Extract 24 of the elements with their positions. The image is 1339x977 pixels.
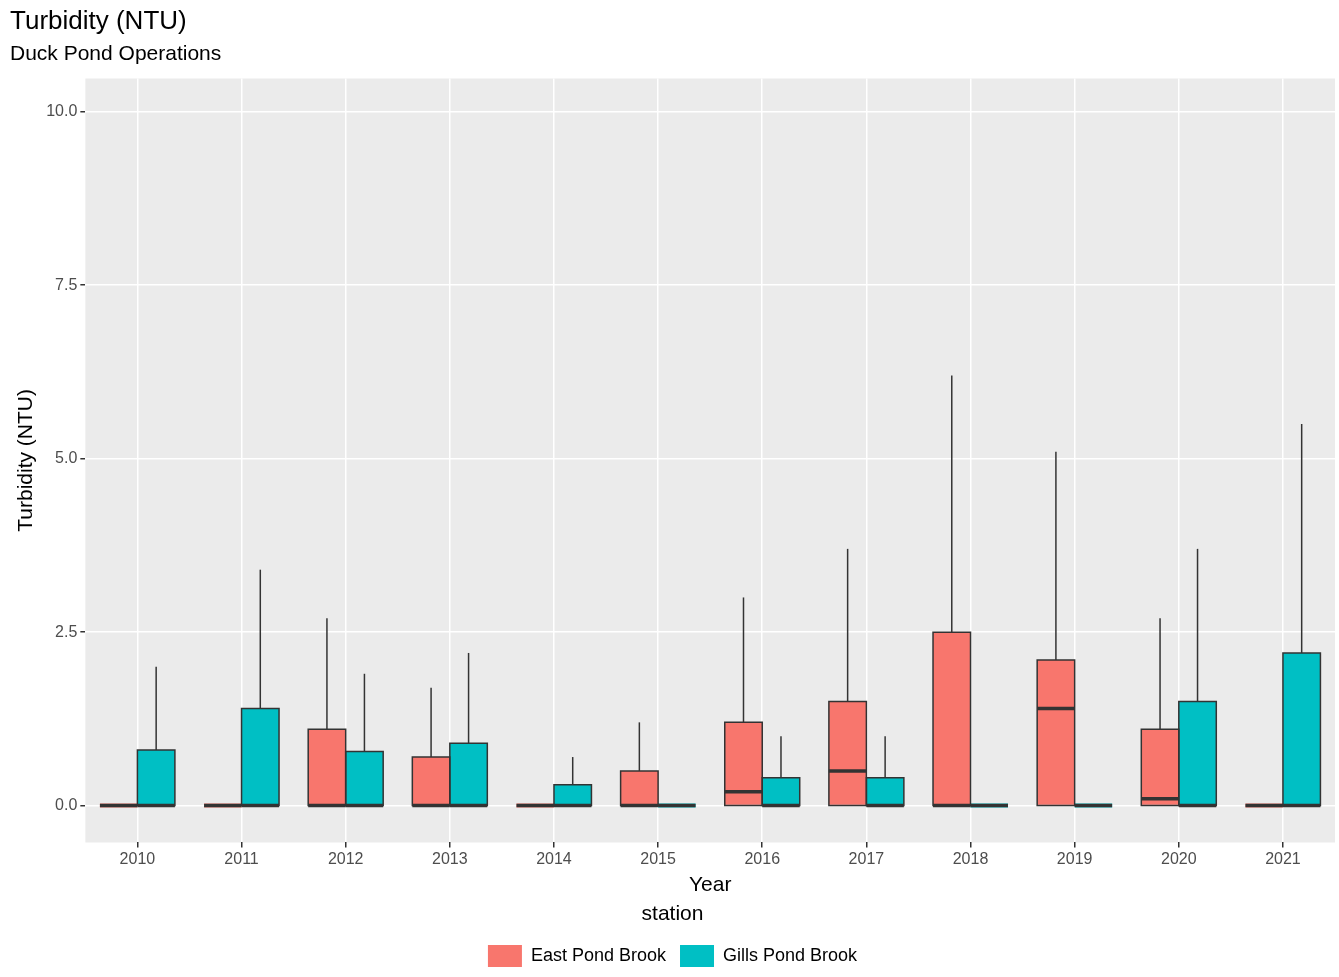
- x-axis-title: Year: [688, 872, 732, 895]
- legend-label: Gills Pond Brook: [723, 944, 859, 965]
- x-tick-label: 2019: [1056, 850, 1093, 868]
- x-tick-label: 2015: [640, 850, 676, 868]
- x-tick-label: 2014: [536, 850, 572, 868]
- legend-label: East Pond Brook: [530, 944, 668, 965]
- y-axis-title: Turbidity (NTU): [13, 389, 37, 532]
- chart-subtitle: Duck Pond Operations: [10, 40, 222, 64]
- x-tick-label: 2013: [432, 850, 468, 868]
- x-tick-label: 2018: [952, 850, 989, 868]
- x-tick-label: 2016: [744, 850, 781, 868]
- y-tick-label: 5.0: [55, 449, 78, 467]
- chart-title: Turbidity (NTU): [10, 4, 187, 35]
- x-tick-label: 2011: [224, 850, 259, 868]
- x-tick-label: 2010: [119, 850, 156, 868]
- x-tick-label: 2021: [1265, 850, 1301, 868]
- y-tick-label: 0.0: [55, 796, 78, 814]
- x-tick-label: 2017: [848, 850, 885, 868]
- y-tick-label: 2.5: [55, 622, 78, 640]
- x-tick-label: 2020: [1161, 850, 1197, 868]
- x-tick-label: 2012: [327, 850, 364, 868]
- y-tick-label: 10.0: [46, 102, 78, 120]
- y-tick-label: 7.5: [55, 275, 78, 293]
- legend-title: station: [641, 901, 704, 925]
